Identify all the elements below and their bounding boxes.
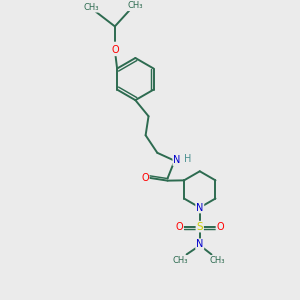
Text: CH₃: CH₃ [127,2,142,10]
Text: O: O [176,222,183,232]
Text: N: N [196,239,203,249]
Text: S: S [196,222,203,232]
Text: CH₃: CH₃ [83,3,99,12]
Text: O: O [141,173,149,183]
Text: O: O [111,45,119,56]
Text: O: O [216,222,224,232]
Text: N: N [173,155,181,165]
Text: CH₃: CH₃ [210,256,225,265]
Text: N: N [196,202,203,213]
Text: H: H [184,154,192,164]
Text: CH₃: CH₃ [173,256,188,265]
